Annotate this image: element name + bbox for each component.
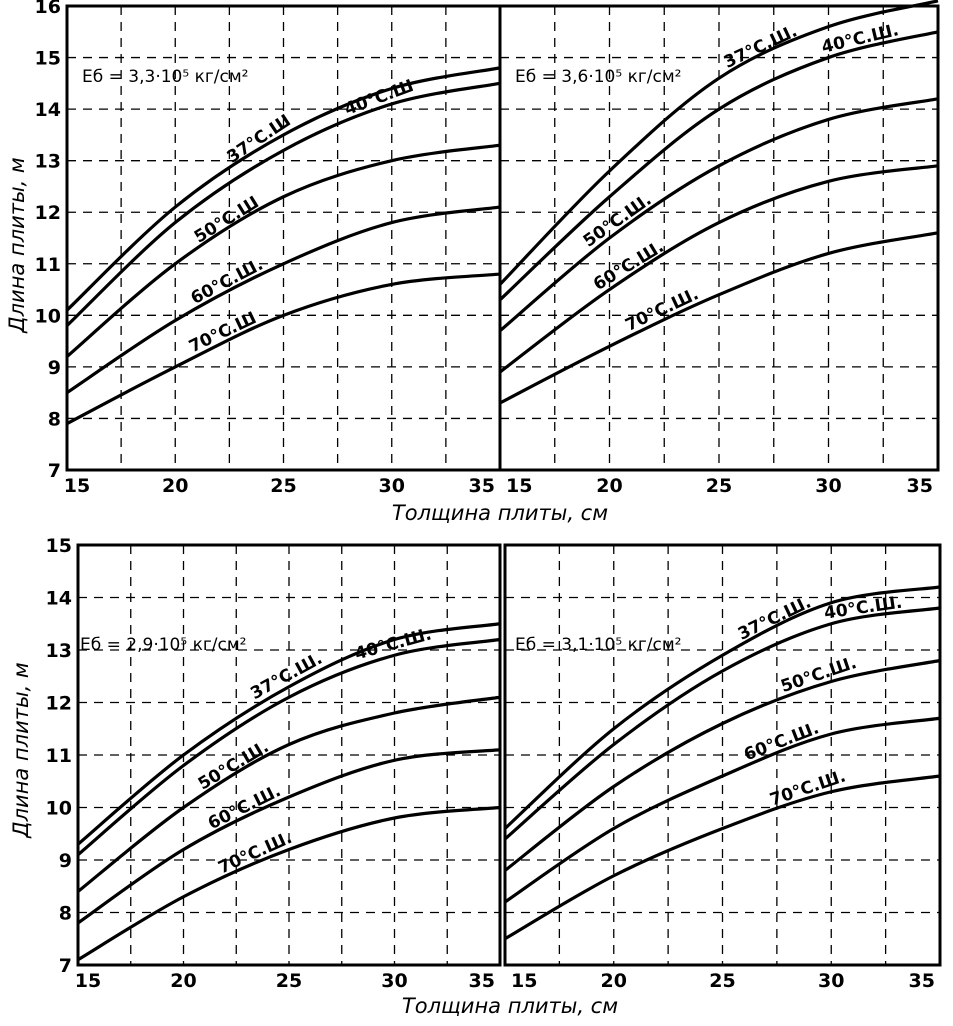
series-line-1 (76, 622, 501, 846)
y-tick-label: 10 (35, 305, 61, 327)
y-tick-label: 13 (46, 640, 72, 662)
y-tick-label: 9 (48, 357, 61, 379)
y-tick-label: 10 (46, 798, 72, 820)
y-tick-label: 11 (35, 254, 61, 276)
y-axis-label-bottom: Длина плиты, м (9, 662, 33, 839)
y-tick-label: 14 (35, 99, 61, 121)
series-label: 40°С.Ш. (353, 624, 434, 664)
y-tick-label: 9 (59, 850, 72, 872)
x-tick-label: 25 (270, 475, 296, 497)
series-label: 50°С.Ш. (778, 653, 859, 697)
series-label: 37°С.Ш. (247, 649, 326, 704)
series-label: 37°С.Ш. (735, 592, 814, 644)
x-tick-label: 30 (815, 475, 841, 497)
y-tick-label: 15 (35, 48, 61, 70)
x-tick-label: 35 (469, 475, 495, 497)
y-tick-label: 11 (46, 745, 72, 767)
x-tick-label: 35 (909, 970, 935, 992)
series-line-2 (503, 606, 941, 841)
x-tick-label: 15 (64, 475, 90, 497)
series-label: 37°С.Ш. (721, 21, 801, 73)
series-label: 40°С.Ш (342, 76, 417, 120)
x-tick-label: 20 (170, 970, 196, 992)
y-tick-label: 7 (59, 955, 72, 977)
modulus-label: Eб = 3,1·10⁵ кг/см² (515, 635, 681, 655)
chart-panels: 15 20 25 30 35 7 8 9 10 11 12 13 14 15 16 Eб = 3,3·10⁵ … (35, 0, 942, 992)
x-tick-label: 25 (709, 970, 735, 992)
x-tick-label: 15 (511, 970, 537, 992)
series-line-5 (66, 272, 501, 426)
x-tick-label: 35 (907, 475, 933, 497)
x-tick-label: 30 (381, 970, 407, 992)
series-line-3 (65, 143, 501, 358)
y-tick-label: 12 (46, 693, 72, 715)
y-tick-label: 7 (48, 460, 61, 482)
x-axis-label-bottom: Толщина плиты, см (402, 994, 618, 1018)
y-tick-label: 13 (35, 151, 61, 173)
x-tick-label: 15 (506, 475, 532, 497)
series-line-4 (499, 164, 939, 374)
series-line-5 (77, 805, 501, 962)
x-tick-label: 15 (75, 970, 101, 992)
series-label: 50°С.Ш. (580, 190, 656, 252)
plot-frame (76, 543, 502, 967)
x-tick-label: 35 (469, 970, 495, 992)
plot-frame (503, 543, 942, 967)
y-axis-label-top: Длина плиты, м (5, 157, 29, 334)
panel-1: 15 20 25 30 35 7 8 9 10 11 12 13 14 15 16 Eб = 3,3·10⁵ … (35, 0, 502, 497)
series-label: 70°С.Ш. (767, 766, 848, 810)
x-tick-label: 20 (162, 475, 188, 497)
modulus-label: Eб = 2,9·10⁵ кг/см² (80, 635, 246, 655)
series-line-3 (498, 97, 939, 333)
series-label: 50°С.Ш. (195, 737, 273, 794)
modulus-label: Eб = 3,3·10⁵ кг/см² (82, 67, 248, 87)
series-line-4 (66, 205, 501, 394)
series-line-3 (77, 695, 501, 893)
x-tick-label: 20 (596, 475, 622, 497)
series-label: 70°С.Ш. (622, 284, 702, 336)
plot-frame (498, 4, 940, 472)
panel-3: 15 20 25 30 35 7 8 9 10 11 12 13 14 15 Eб = 2,9·10⁵ кг… (46, 535, 502, 992)
x-tick-label: 25 (276, 970, 302, 992)
x-tick-label: 30 (379, 475, 405, 497)
series-label: 60°С.Ш. (188, 255, 267, 309)
series-line-2 (498, 30, 939, 302)
series-line-1 (65, 66, 501, 312)
x-tick-label: 30 (818, 970, 844, 992)
series-line-5 (499, 231, 939, 405)
y-tick-label: 8 (59, 903, 72, 925)
series-line-4 (504, 716, 941, 904)
series-line-1 (503, 585, 941, 830)
modulus-label: Eб = 3,6·10⁵ кг/см² (515, 67, 681, 87)
x-axis-label-top: Толщина плиты, см (392, 501, 608, 525)
y-tick-label: 12 (35, 202, 61, 224)
series-line-5 (504, 774, 941, 941)
series-line-2 (65, 81, 501, 327)
panel-4: 15 20 25 30 35 Eб = 3,1·10⁵ кг/см² 37°С.Ш. 40°С… (503, 543, 942, 992)
series-line-2 (76, 637, 501, 856)
series-line-4 (77, 748, 501, 925)
x-tick-label: 20 (601, 970, 627, 992)
y-tick-label: 15 (46, 535, 72, 557)
series-label: 40°С.Ш. (823, 593, 904, 624)
y-tick-label: 14 (46, 588, 72, 610)
y-tick-label: 8 (48, 408, 61, 430)
y-tick-label: 16 (35, 0, 61, 18)
x-tick-label: 25 (706, 475, 732, 497)
series-line-3 (504, 658, 941, 872)
series-line-1 (498, 0, 939, 286)
